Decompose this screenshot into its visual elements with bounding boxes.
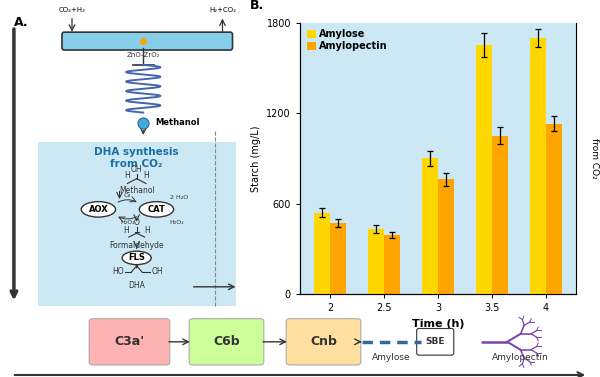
Text: 2 H₂O: 2 H₂O (170, 195, 188, 201)
Bar (492, 136, 508, 294)
Y-axis label: DHA synthesis
from CO₂: DHA synthesis from CO₂ (590, 126, 600, 191)
Text: A.: A. (14, 16, 29, 29)
Text: H: H (143, 170, 149, 179)
FancyBboxPatch shape (286, 319, 361, 365)
Legend: Amylose, Amylopectin: Amylose, Amylopectin (305, 28, 390, 53)
Text: Formaldehyde: Formaldehyde (109, 241, 164, 250)
Bar (546, 124, 562, 294)
Text: C3a': C3a' (115, 335, 145, 348)
Bar (422, 158, 438, 294)
FancyBboxPatch shape (62, 32, 233, 50)
Text: O: O (134, 251, 140, 260)
Y-axis label: Starch (mg/L): Starch (mg/L) (251, 125, 261, 192)
Bar (530, 38, 546, 294)
Text: Amylose: Amylose (372, 353, 410, 362)
Text: H₂O₂: H₂O₂ (170, 221, 184, 225)
Text: AOX: AOX (89, 205, 108, 214)
Text: Cnb: Cnb (310, 335, 337, 348)
Ellipse shape (81, 202, 116, 217)
Text: OH: OH (131, 165, 142, 174)
Text: CO₂+H₂: CO₂+H₂ (59, 7, 86, 13)
Text: B.: B. (250, 0, 265, 12)
Text: Amylopectin: Amylopectin (492, 353, 549, 362)
Text: FLS: FLS (128, 253, 145, 262)
Bar (314, 213, 330, 294)
Bar (438, 179, 454, 294)
Bar (384, 235, 400, 294)
Text: H: H (125, 170, 130, 179)
FancyBboxPatch shape (189, 319, 264, 365)
Text: SBE: SBE (425, 337, 445, 346)
Text: H: H (123, 226, 129, 234)
FancyBboxPatch shape (417, 328, 454, 355)
Bar (368, 229, 384, 294)
Text: OH: OH (151, 267, 163, 276)
Text: DHA synthesis
from CO₂: DHA synthesis from CO₂ (94, 147, 179, 169)
Text: O: O (134, 218, 140, 227)
FancyBboxPatch shape (38, 143, 236, 306)
Text: O₂: O₂ (124, 193, 131, 198)
Text: DHA: DHA (128, 281, 145, 290)
Bar (330, 223, 346, 294)
Text: ZnO-ZrO₂: ZnO-ZrO₂ (127, 52, 160, 58)
Text: H₂+CO₂: H₂+CO₂ (209, 7, 236, 13)
Ellipse shape (122, 251, 151, 265)
X-axis label: Time (h): Time (h) (412, 319, 464, 329)
Text: Methanol: Methanol (119, 185, 155, 195)
Bar (476, 45, 492, 294)
FancyBboxPatch shape (89, 319, 170, 365)
Text: Methanol: Methanol (155, 118, 200, 127)
Ellipse shape (139, 202, 173, 217)
Text: H₂O₂: H₂O₂ (120, 221, 135, 225)
Text: HO: HO (112, 267, 124, 276)
Text: H: H (145, 226, 150, 234)
Text: CAT: CAT (148, 205, 166, 214)
Text: C6b: C6b (213, 335, 240, 348)
